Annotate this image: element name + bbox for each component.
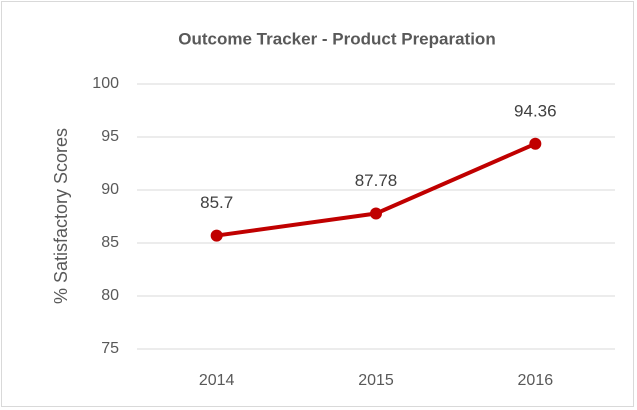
y-tick-label: 80 [101, 287, 119, 304]
x-tick-label: 2016 [518, 372, 554, 389]
data-label: 94.36 [514, 101, 557, 120]
y-tick-label: 100 [92, 75, 119, 92]
y-tick-label: 85 [101, 234, 119, 251]
x-tick-label: 2014 [199, 372, 235, 389]
x-tick-label: 2015 [358, 372, 394, 389]
data-label: 87.78 [355, 171, 398, 190]
y-tick-label: 90 [101, 181, 119, 198]
y-tick-label: 75 [101, 340, 119, 357]
marker [529, 137, 542, 150]
y-tick-label: 95 [101, 128, 119, 145]
y-axis-label: % Satisfactory Scores [51, 128, 71, 304]
chart-title: Outcome Tracker - Product Preparation [178, 29, 495, 48]
marker [210, 229, 223, 242]
marker [370, 207, 382, 220]
data-label: 85.7 [200, 193, 233, 212]
